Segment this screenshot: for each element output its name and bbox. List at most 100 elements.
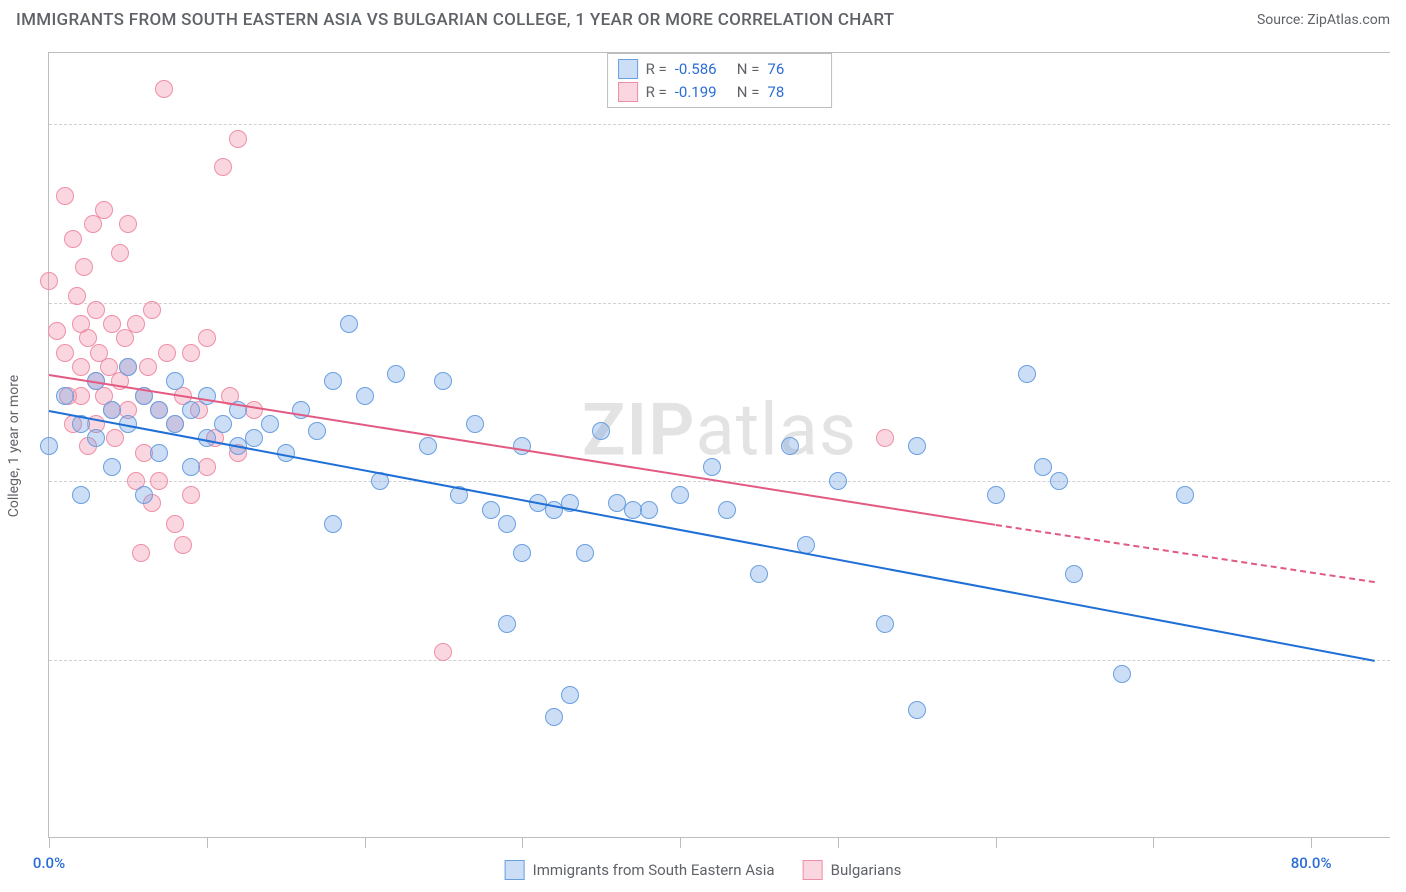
data-point: [182, 344, 200, 362]
data-point: [718, 501, 736, 519]
series-legend: Immigrants from South Eastern Asia Bulga…: [505, 860, 902, 880]
data-point: [876, 429, 894, 447]
n-label: N =: [737, 58, 760, 81]
data-point: [182, 458, 200, 476]
gridline: [49, 124, 1390, 125]
data-point: [387, 365, 405, 383]
data-point: [87, 301, 105, 319]
legend-label-sea: Immigrants from South Eastern Asia: [533, 861, 775, 879]
data-point: [87, 429, 105, 447]
scatter-chart: ZIPatlas R = -0.586 N = 76 R = -0.199 N …: [48, 52, 1390, 838]
data-point: [545, 708, 563, 726]
r-label: R =: [646, 81, 667, 104]
data-point: [324, 515, 342, 533]
trend-line: [995, 524, 1374, 583]
data-point: [1034, 458, 1052, 476]
data-point: [214, 415, 232, 433]
x-tick: [522, 838, 523, 848]
data-point: [127, 315, 145, 333]
data-point: [111, 244, 129, 262]
data-point: [482, 501, 500, 519]
data-point: [150, 444, 168, 462]
data-point: [166, 515, 184, 533]
y-tick-label: 25.0%: [1400, 651, 1406, 669]
data-point: [592, 422, 610, 440]
data-point: [829, 472, 847, 490]
data-point: [158, 344, 176, 362]
data-point: [987, 486, 1005, 504]
data-point: [308, 422, 326, 440]
legend-label-bul: Bulgarians: [831, 861, 902, 879]
swatch-sea: [505, 860, 525, 880]
data-point: [498, 615, 516, 633]
data-point: [135, 486, 153, 504]
x-tick-label: 80.0%: [1291, 854, 1332, 872]
n-label: N =: [737, 81, 760, 104]
data-point: [1018, 365, 1036, 383]
data-point: [95, 201, 113, 219]
n-value-sea: 76: [767, 58, 821, 81]
data-point: [750, 565, 768, 583]
data-point: [198, 329, 216, 347]
x-tick: [1153, 838, 1154, 848]
data-point: [434, 643, 452, 661]
data-point: [132, 544, 150, 562]
data-point: [40, 272, 58, 290]
y-tick-label: 50.0%: [1400, 472, 1406, 490]
gridline: [49, 303, 1390, 304]
data-point: [1065, 565, 1083, 583]
x-tick: [365, 838, 366, 848]
trend-line: [49, 410, 1375, 662]
gridline: [49, 660, 1390, 661]
data-point: [419, 437, 437, 455]
watermark: ZIPatlas: [582, 387, 857, 472]
x-axis: [49, 837, 1390, 838]
data-point: [781, 437, 799, 455]
data-point: [245, 401, 263, 419]
data-point: [876, 615, 894, 633]
data-point: [576, 544, 594, 562]
data-point: [671, 486, 689, 504]
data-point: [1050, 472, 1068, 490]
r-value-sea: -0.586: [675, 58, 729, 81]
swatch-bul: [618, 82, 638, 102]
data-point: [229, 130, 247, 148]
y-axis-title: College, 1 year or more: [6, 375, 22, 517]
data-point: [166, 415, 184, 433]
data-point: [174, 536, 192, 554]
data-point: [40, 437, 58, 455]
data-point: [182, 401, 200, 419]
data-point: [245, 429, 263, 447]
data-point: [1113, 665, 1131, 683]
data-point: [166, 372, 184, 390]
n-value-bul: 78: [767, 81, 821, 104]
r-label: R =: [646, 58, 667, 81]
data-point: [1176, 486, 1194, 504]
data-point: [214, 158, 232, 176]
legend-item-bul: Bulgarians: [803, 860, 902, 880]
x-tick: [49, 838, 50, 848]
data-point: [703, 458, 721, 476]
corr-row-sea: R = -0.586 N = 76: [618, 58, 822, 81]
data-point: [261, 415, 279, 433]
data-point: [119, 215, 137, 233]
swatch-sea: [618, 59, 638, 79]
data-point: [106, 429, 124, 447]
data-point: [908, 701, 926, 719]
correlation-legend: R = -0.586 N = 76 R = -0.199 N = 78: [607, 53, 833, 108]
data-point: [72, 486, 90, 504]
x-tick: [1311, 838, 1312, 848]
data-point: [119, 358, 137, 376]
data-point: [356, 387, 374, 405]
data-point: [498, 515, 516, 533]
data-point: [64, 230, 82, 248]
data-point: [434, 372, 452, 390]
data-point: [640, 501, 658, 519]
data-point: [513, 544, 531, 562]
x-tick-label: 0.0%: [33, 854, 65, 872]
data-point: [68, 287, 86, 305]
corr-row-bul: R = -0.199 N = 78: [618, 81, 822, 104]
data-point: [48, 322, 66, 340]
data-point: [182, 486, 200, 504]
data-point: [561, 686, 579, 704]
